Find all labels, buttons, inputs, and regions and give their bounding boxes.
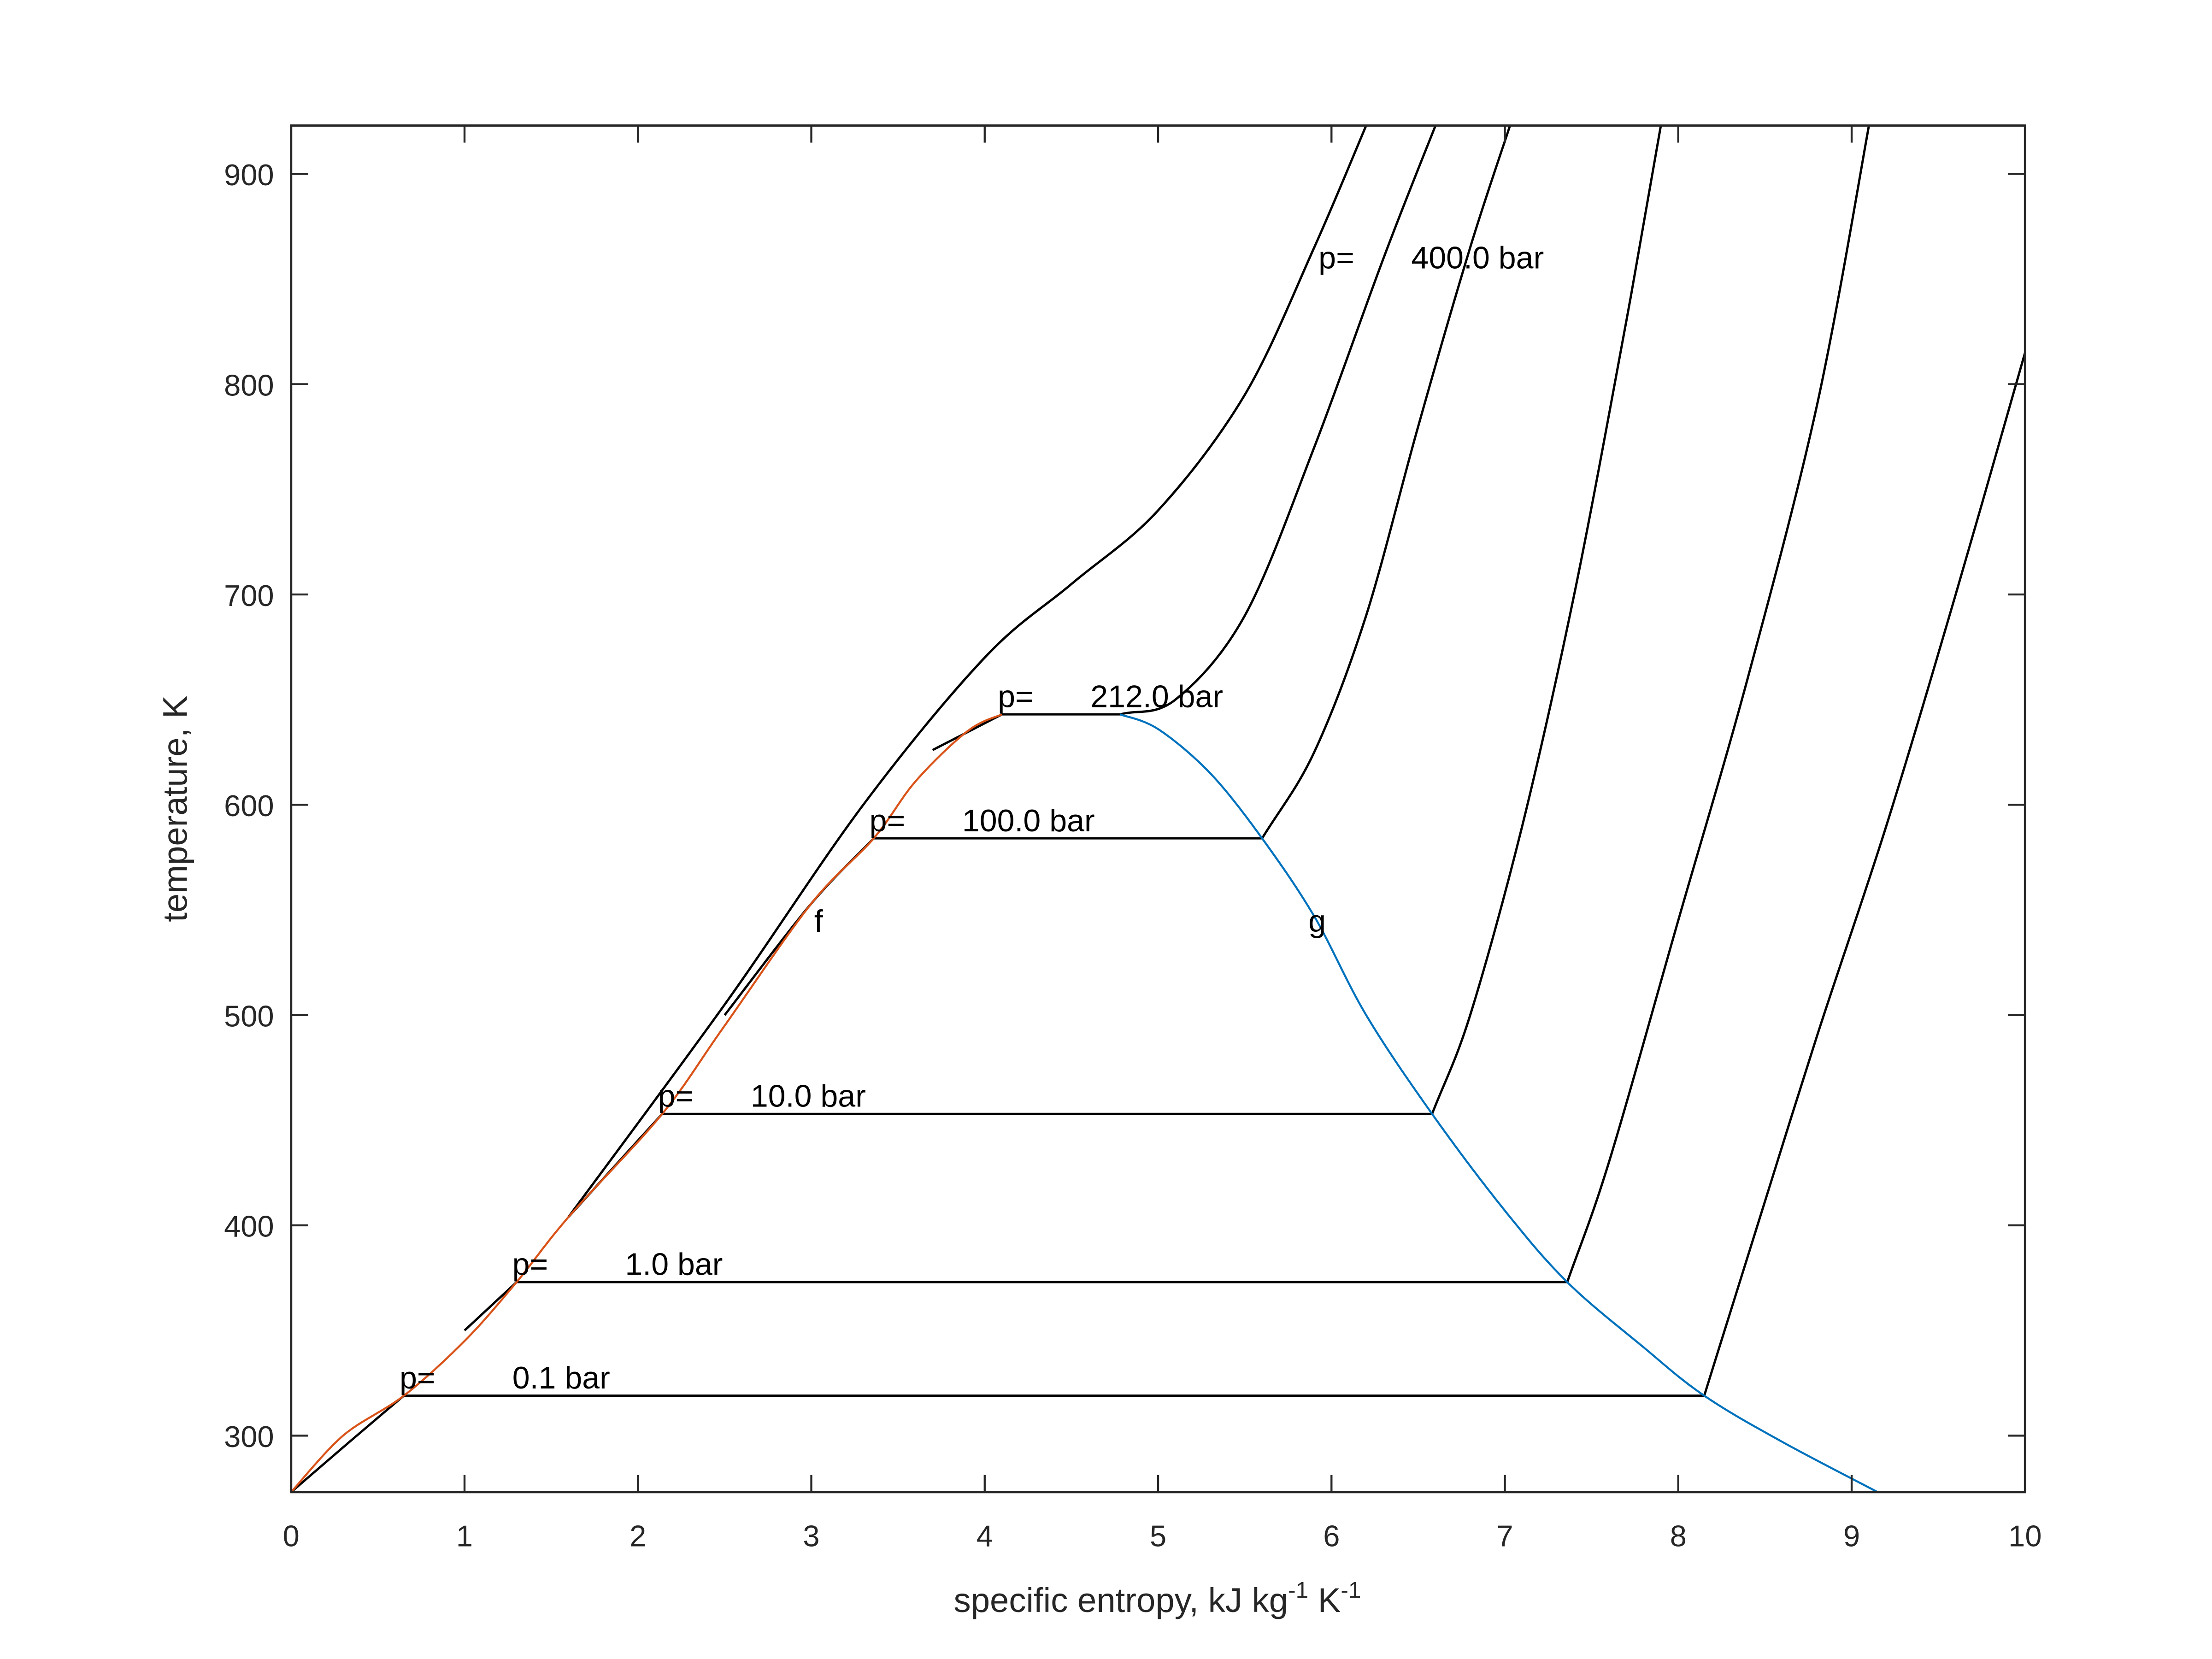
isobar-212-0-bar-line [932, 125, 1437, 751]
isobar-400-0-bar-line [567, 125, 1367, 1218]
isobar-0-1-bar-line [291, 352, 2025, 1492]
x-tick-label: 0 [283, 1519, 300, 1553]
phase-label-f: f [814, 904, 824, 939]
phase-label-g: g [1308, 904, 1326, 939]
isobar-label: p= [400, 1360, 435, 1395]
x-tick-label: 3 [803, 1519, 819, 1553]
axes-frame [290, 124, 2026, 1494]
y-tick-label: 900 [224, 158, 274, 192]
y-tick-label: 800 [224, 368, 274, 402]
isobar-label: p= [1318, 241, 1354, 276]
isobar-10-0-bar-line [567, 125, 1662, 1218]
isobar-label: p= [512, 1247, 548, 1282]
y-tick-label: 700 [224, 579, 274, 612]
y-tick-label: 600 [224, 789, 274, 823]
saturated-liquid-line-f-line [291, 713, 1003, 1492]
tick-labels: 0 1 2 3 4 5 6 7 8 9 10 300 400 500 600 700 800 900 [224, 158, 2041, 1553]
isobar-label-value: 1.0 bar [625, 1247, 723, 1282]
x-tick-label: 4 [977, 1519, 993, 1553]
x-axis-label: specific entropy, kJ kg-1 K-1 [954, 1577, 1361, 1619]
y-tick-label: 400 [224, 1210, 274, 1243]
isobar-label: p= [870, 803, 906, 838]
isobar-1-0-bar-line [464, 125, 1870, 1331]
y-tick-label: 500 [224, 999, 274, 1033]
isobar-label-value: 400.0 bar [1411, 241, 1544, 276]
plot-area [291, 125, 2025, 1492]
y-tick-label: 300 [224, 1420, 274, 1453]
isobar-label-value: 0.1 bar [512, 1360, 610, 1395]
isobar-label-value: 212.0 bar [1090, 679, 1223, 714]
annotations: p= 0.1 bar p= 1.0 bar p= 10.0 bar p= 100.0 bar p… [400, 241, 1544, 1395]
x-tick-label: 2 [629, 1519, 646, 1553]
x-tick-label: 5 [1150, 1519, 1166, 1553]
x-tick-label: 7 [1496, 1519, 1513, 1553]
x-tick-label: 10 [2008, 1519, 2041, 1553]
isobar-label: p= [998, 679, 1034, 714]
isobar-label-value: 10.0 bar [751, 1079, 866, 1114]
isobar-label-value: 100.0 bar [962, 803, 1095, 838]
y-axis-label: temperature, K [156, 695, 194, 922]
saturated-vapor-line-g-line [1119, 713, 1878, 1492]
isobar-label: p= [658, 1079, 694, 1114]
x-tick-label: 8 [1670, 1519, 1687, 1553]
x-tick-label: 9 [1843, 1519, 1860, 1553]
x-tick-label: 1 [456, 1519, 473, 1553]
x-tick-label: 6 [1323, 1519, 1340, 1553]
